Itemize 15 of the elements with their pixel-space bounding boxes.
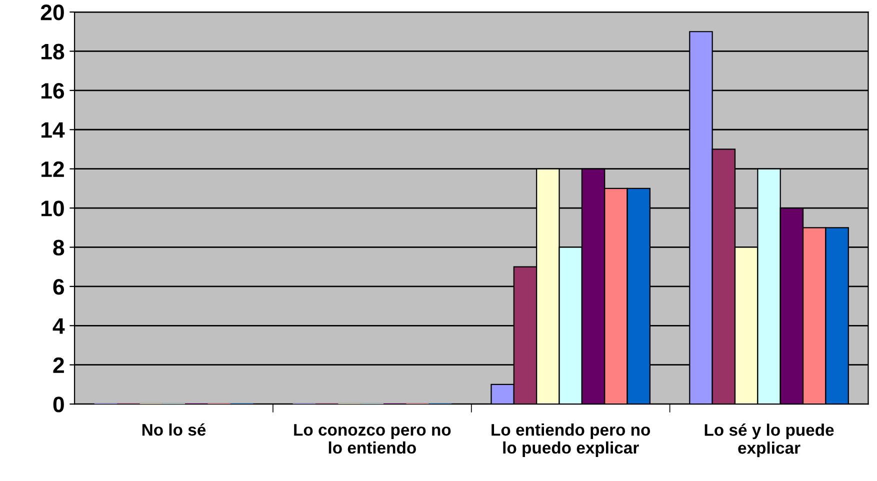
y-tick-label: 18 <box>42 44 64 60</box>
y-tick-label: 20 <box>40 4 64 20</box>
y-tick-label: 6 <box>53 278 64 295</box>
y-tick-label: 8 <box>53 240 64 256</box>
x-tick-label: No lo sé <box>142 423 206 436</box>
y-tick-label: 0 <box>53 396 64 412</box>
y-tick-label: 14 <box>42 122 65 138</box>
y-tick-label: 12 <box>42 161 64 177</box>
y-tick-label: 2 <box>53 357 64 373</box>
x-tick-label: Lo entiendo pero no lo puedo explicar <box>492 423 650 457</box>
y-tick-label: 16 <box>42 82 64 99</box>
x-tick-label: Lo conozco pero no lo entiendo <box>294 424 451 454</box>
y-tick-label: 10 <box>42 200 64 216</box>
x-tick-label: Lo sé y lo puede explicar <box>704 423 834 458</box>
y-tick-label: 4 <box>52 318 65 334</box>
